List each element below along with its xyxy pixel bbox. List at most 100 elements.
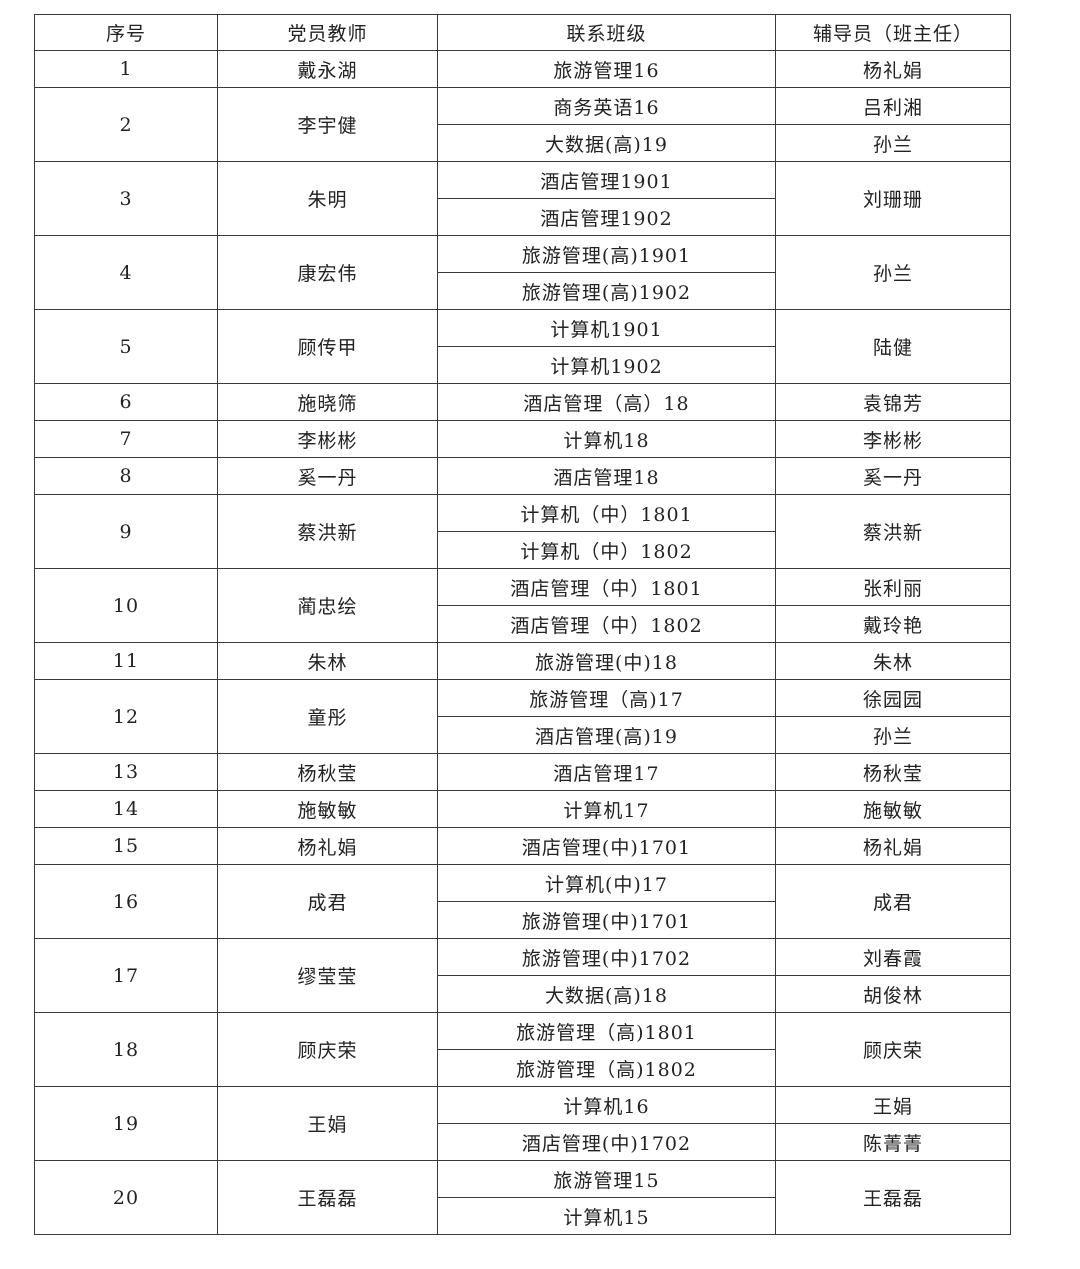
counselor: 张利丽 [775, 568, 1011, 606]
party-teacher: 杨秋莹 [217, 753, 438, 791]
table-row: 计算机（中）1802 [35, 531, 1011, 569]
table-row: 计算机15 [35, 1197, 1011, 1235]
row-number: 12 [34, 679, 218, 754]
table-row: 旅游管理（高)1802 [35, 1049, 1011, 1087]
table-row: 11 朱林 旅游管理(中)18 朱林 [34, 642, 1011, 680]
linked-class: 酒店管理(中)1701 [437, 827, 776, 865]
table-row: 2 李宇健 商务英语16 吕利湘 [34, 87, 1011, 162]
linked-class: 计算机1902 [437, 346, 776, 384]
linked-class: 酒店管理(中)1702 [437, 1123, 776, 1161]
linked-class: 旅游管理(中)1702 [437, 938, 776, 976]
party-teacher: 施敏敏 [217, 790, 438, 828]
party-teacher: 王娟 [217, 1086, 438, 1161]
counselor: 杨秋莹 [775, 753, 1011, 791]
counselor: 蔡洪新 [775, 494, 1011, 569]
counselor: 袁锦芳 [775, 383, 1011, 421]
row-number: 17 [34, 938, 218, 1013]
counselor: 杨礼娟 [775, 50, 1011, 88]
counselor: 胡俊林 [775, 975, 1011, 1013]
party-teacher: 李宇健 [217, 87, 438, 162]
row-number: 19 [34, 1086, 218, 1161]
table-row: 19 王娟 计算机16 王娟 [34, 1086, 1011, 1161]
table-row: 8 奚一丹 酒店管理18 奚一丹 [34, 457, 1011, 495]
counselor: 杨礼娟 [775, 827, 1011, 865]
counselor: 顾庆荣 [775, 1012, 1011, 1087]
row-number: 9 [34, 494, 218, 569]
row-number: 18 [34, 1012, 218, 1087]
linked-class: 计算机18 [437, 420, 776, 458]
header-class: 联系班级 [437, 14, 776, 51]
table-row: 6 施晓筛 酒店管理（高）18 袁锦芳 [34, 383, 1011, 421]
table-row: 大数据(高)18 胡俊林 [35, 975, 1011, 1013]
counselor: 陈菁菁 [775, 1123, 1011, 1161]
linked-class: 旅游管理(高)1901 [437, 235, 776, 273]
linked-class: 计算机（中）1801 [437, 494, 776, 532]
header-counselor: 辅导员（班主任） [775, 14, 1011, 51]
table-row: 12 童彤 旅游管理（高)17 徐园园 [34, 679, 1011, 754]
table-row: 17 缪莹莹 旅游管理(中)1702 刘春霞 [34, 938, 1011, 1013]
table-row: 旅游管理(中)1701 [35, 901, 1011, 939]
party-teacher: 顾庆荣 [217, 1012, 438, 1087]
row-number: 13 [34, 753, 218, 791]
party-teacher: 施晓筛 [217, 383, 438, 421]
linked-class: 酒店管理18 [437, 457, 776, 495]
party-teacher: 缪莹莹 [217, 938, 438, 1013]
counselor: 成君 [775, 864, 1011, 939]
party-teacher: 童彤 [217, 679, 438, 754]
party-teacher: 蔡洪新 [217, 494, 438, 569]
counselor: 刘珊珊 [775, 161, 1011, 236]
party-teacher: 奚一丹 [217, 457, 438, 495]
party-teacher: 蔺忠绘 [217, 568, 438, 643]
linked-class: 计算机17 [437, 790, 776, 828]
party-teacher: 康宏伟 [217, 235, 438, 310]
counselor: 王娟 [775, 1086, 1011, 1124]
table-row: 3 朱明 酒店管理1901 刘珊珊 [34, 161, 1011, 236]
counselor: 孙兰 [775, 716, 1011, 754]
party-teacher: 戴永湖 [217, 50, 438, 88]
header-no: 序号 [34, 14, 218, 51]
table-row: 13 杨秋莹 酒店管理17 杨秋莹 [34, 753, 1011, 791]
party-teacher: 朱林 [217, 642, 438, 680]
row-number: 3 [34, 161, 218, 236]
linked-class: 酒店管理（中）1802 [437, 605, 776, 643]
header-row: 序号 党员教师 联系班级 辅导员（班主任） [34, 14, 1011, 51]
table-row: 计算机1902 [35, 346, 1011, 384]
row-number: 8 [34, 457, 218, 495]
linked-class: 酒店管理1901 [437, 161, 776, 199]
linked-class: 旅游管理（高)17 [437, 679, 776, 717]
table-row: 酒店管理(中)1702 陈菁菁 [35, 1123, 1011, 1161]
table-row: 4 康宏伟 旅游管理(高)1901 孙兰 [34, 235, 1011, 310]
table-row: 5 顾传甲 计算机1901 陆健 [34, 309, 1011, 384]
row-number: 15 [34, 827, 218, 865]
linked-class: 酒店管理（中）1801 [437, 568, 776, 606]
table-row: 1 戴永湖 旅游管理16 杨礼娟 [34, 50, 1011, 88]
counselor: 孙兰 [775, 235, 1011, 310]
teacher-class-table: 序号 党员教师 联系班级 辅导员（班主任） 1 戴永湖 旅游管理16 杨礼娟 2 李宇健商… [34, 14, 1011, 1235]
counselor: 奚一丹 [775, 457, 1011, 495]
linked-class: 计算机16 [437, 1086, 776, 1124]
linked-class: 旅游管理（高)1802 [437, 1049, 776, 1087]
counselor: 王磊磊 [775, 1160, 1011, 1235]
linked-class: 酒店管理1902 [437, 198, 776, 236]
linked-class: 计算机1901 [437, 309, 776, 347]
row-number: 10 [34, 568, 218, 643]
row-number: 16 [34, 864, 218, 939]
linked-class: 计算机（中）1802 [437, 531, 776, 569]
row-number: 7 [34, 420, 218, 458]
row-number: 4 [34, 235, 218, 310]
counselor: 孙兰 [775, 124, 1011, 162]
counselor: 施敏敏 [775, 790, 1011, 828]
party-teacher: 杨礼娟 [217, 827, 438, 865]
party-teacher: 王磊磊 [217, 1160, 438, 1235]
party-teacher: 李彬彬 [217, 420, 438, 458]
party-teacher: 成君 [217, 864, 438, 939]
row-number: 6 [34, 383, 218, 421]
linked-class: 旅游管理(中)18 [437, 642, 776, 680]
counselor: 徐园园 [775, 679, 1011, 717]
linked-class: 计算机15 [437, 1197, 776, 1235]
row-number: 14 [34, 790, 218, 828]
linked-class: 旅游管理(中)1701 [437, 901, 776, 939]
row-number: 2 [34, 87, 218, 162]
table-row: 酒店管理(高)19 孙兰 [35, 716, 1011, 754]
table-row: 20 王磊磊 旅游管理15 王磊磊 [34, 1160, 1011, 1235]
